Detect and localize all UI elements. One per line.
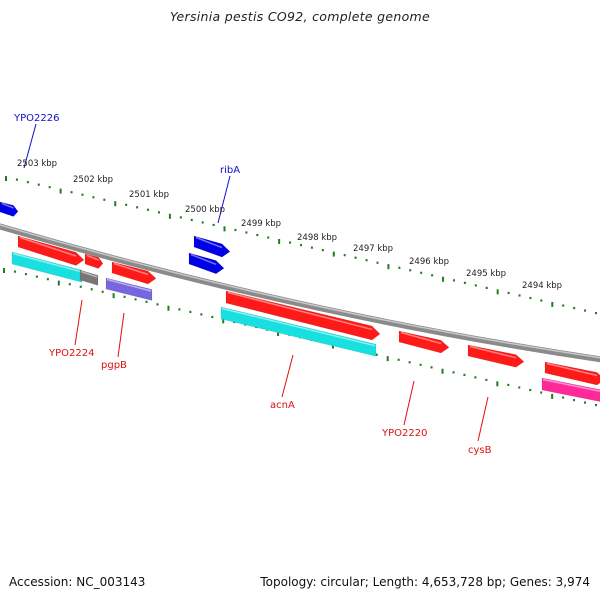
label-leader-line: [117, 312, 125, 358]
gene-label-forward: ribA: [220, 165, 240, 176]
scale-label: 2498 kbp: [297, 233, 337, 243]
genome-backbone-highlight: [0, 224, 600, 359]
scale-label: 2499 kbp: [241, 219, 281, 229]
gene-arrow-red: [467, 344, 525, 368]
scale-label: 2502 kbp: [73, 175, 113, 185]
label-leader-line: [74, 299, 83, 346]
scale-label: 2494 kbp: [522, 281, 562, 291]
gene-label-reverse: acnA: [270, 400, 295, 411]
gene-arrow-red: [544, 361, 600, 386]
gene-arrow-red-highlight: [86, 254, 99, 261]
label-leader-line: [281, 354, 294, 398]
label-leader-line: [403, 380, 415, 426]
gene-arrow-red: [225, 290, 381, 341]
scale-label: 2500 kbp: [185, 205, 225, 215]
scale-label: 2497 kbp: [353, 244, 393, 254]
gene-arrow-red-highlight: [469, 345, 517, 359]
gene-label-forward: YPO2226: [13, 113, 59, 124]
cds-bar-pink: [541, 377, 600, 402]
scale-label: 2501 kbp: [129, 190, 169, 200]
gene-arrow-riba-2: [188, 252, 225, 275]
gene-arrow-ypo2226-highlight: [1, 202, 14, 209]
genome-backbone: [0, 223, 600, 363]
tick-marks-outer: [5, 176, 597, 315]
cds-bar-grey-highlight: [80, 270, 98, 278]
page-title: Yersinia pestis CO92, complete genome: [169, 9, 431, 24]
cds-bar-ypo2224-highlight: [12, 252, 82, 273]
gene-label-reverse: YPO2224: [48, 348, 94, 359]
accession-text: Accession: NC_003143: [9, 575, 146, 589]
gene-arrow-red: [84, 253, 104, 269]
gene-arrow-red-highlight: [113, 262, 149, 276]
cds-bar-acna-highlight: [221, 307, 376, 347]
cds-bar-grey: [79, 269, 99, 286]
gene-arrow-red-highlight: [227, 291, 373, 331]
gene-arrow-riba-2-highlight: [190, 253, 217, 265]
label-leader-line: [23, 123, 37, 169]
cds-bar-pink-highlight: [542, 378, 600, 393]
gene-arrow-riba: [193, 235, 231, 258]
cds-bar-acna: [220, 306, 377, 357]
gene-arrow-red: [398, 330, 450, 354]
gene-arrow-riba-highlight: [195, 236, 223, 249]
gene-label-reverse: cysB: [468, 445, 492, 456]
label-leaders: [23, 123, 489, 442]
gene-label-reverse: YPO2220: [381, 428, 427, 439]
scale-label: 2496 kbp: [409, 257, 449, 267]
label-leader-line: [477, 396, 489, 442]
gene-arrow-red-highlight: [19, 236, 77, 257]
gene-arrow-red: [111, 261, 157, 285]
gene-label-reverse: pgpB: [101, 360, 127, 371]
gene-arrow-red-highlight: [400, 331, 442, 345]
label-leader-line: [217, 175, 231, 224]
labels: 2503 kbp 2502 kbp 2501 kbp 2500 kbp 2499 kbp…: [13, 113, 562, 456]
genome-summary-text: Topology: circular; Length: 4,653,728 bp…: [260, 575, 590, 589]
scale-label: 2503 kbp: [17, 159, 57, 169]
cds-bar-ypo2224: [11, 251, 83, 283]
gene-arrow-ypo2226: [0, 201, 19, 217]
gene-features: [0, 201, 600, 402]
cds-bar-pgpb: [105, 277, 153, 301]
cds-bar-pgpb-highlight: [106, 278, 152, 292]
gene-arrow-red: [17, 235, 85, 266]
scale-label: 2495 kbp: [466, 269, 506, 279]
gene-arrow-red-highlight: [546, 362, 598, 377]
